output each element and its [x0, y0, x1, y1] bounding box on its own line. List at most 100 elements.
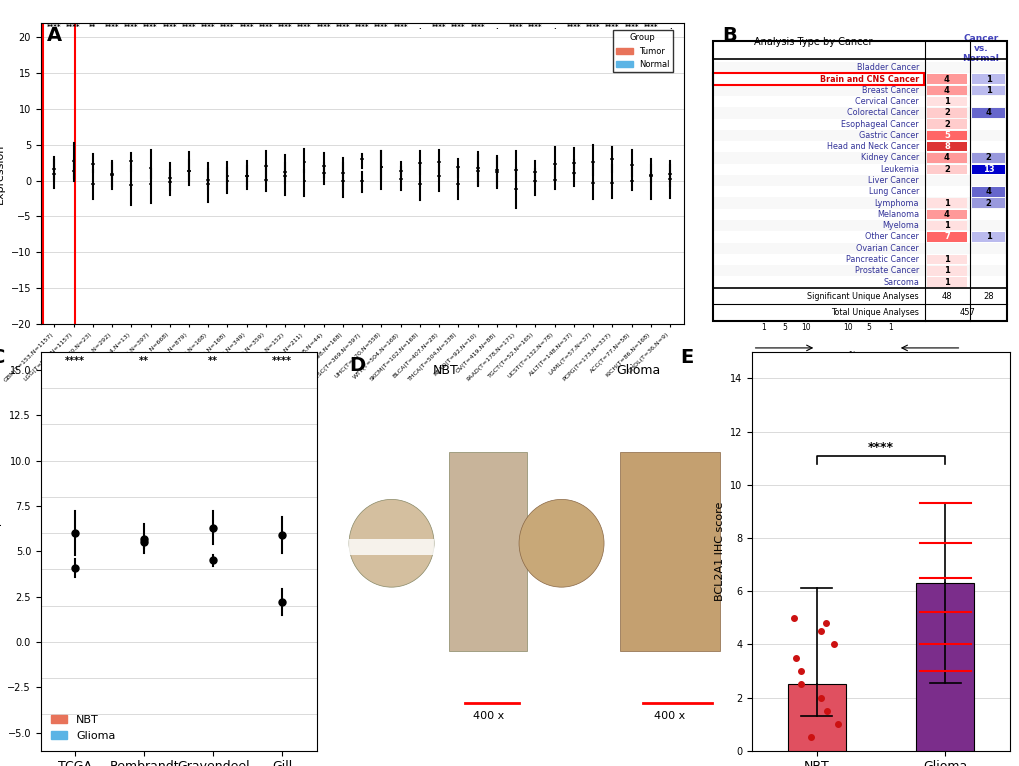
Bar [712, 129, 1006, 141]
Text: ****: **** [508, 25, 523, 30]
Text: 1: 1 [943, 198, 949, 208]
Text: Pancreatic Cancer: Pancreatic Cancer [845, 255, 918, 264]
Text: Glioma: Glioma [616, 364, 660, 377]
Text: Melanoma: Melanoma [876, 210, 918, 219]
Bar [925, 97, 966, 106]
Circle shape [519, 499, 603, 588]
Bar [815, 335, 837, 345]
Bar [712, 175, 1006, 186]
Bar [971, 74, 1005, 83]
Text: ****: **** [316, 25, 330, 30]
Text: ****: **** [297, 25, 312, 30]
Y-axis label: Expression: Expression [0, 143, 5, 204]
Text: **: ** [208, 356, 218, 366]
Text: .: . [668, 25, 671, 30]
Text: 1: 1 [984, 86, 990, 95]
Text: 4: 4 [943, 86, 949, 95]
Text: B: B [721, 26, 737, 45]
Text: ****: **** [450, 25, 466, 30]
Text: ****: **** [431, 25, 446, 30]
Bar [971, 232, 1005, 242]
Text: 4: 4 [943, 74, 949, 83]
Bar [925, 255, 966, 264]
Text: NBT: NBT [432, 364, 459, 377]
Bar [348, 539, 434, 555]
Text: Lymphoma: Lymphoma [873, 198, 918, 208]
Text: Cancer
vs.
Normal: Cancer vs. Normal [962, 34, 999, 64]
Text: ****: **** [259, 25, 273, 30]
Text: Liver Cancer: Liver Cancer [867, 176, 918, 185]
Text: Breast Cancer: Breast Cancer [861, 86, 918, 95]
Text: %: % [848, 351, 855, 360]
Text: 2: 2 [943, 165, 949, 174]
Bar [925, 277, 966, 286]
Text: 13: 13 [982, 165, 994, 174]
Bar [925, 232, 966, 242]
Text: 1: 1 [943, 277, 949, 286]
Text: ****: **** [66, 25, 81, 30]
Text: 4: 4 [984, 108, 990, 117]
Text: 400 x: 400 x [653, 711, 685, 721]
Text: 2: 2 [943, 119, 949, 129]
Bar [837, 335, 858, 345]
Text: 4: 4 [943, 210, 949, 219]
Text: 48: 48 [941, 292, 952, 300]
Bar [794, 335, 815, 345]
Text: **: ** [89, 25, 97, 30]
Text: .: . [495, 25, 498, 30]
Text: 8: 8 [943, 142, 949, 151]
Text: Brain and CNS Cancer: Brain and CNS Cancer [819, 74, 918, 83]
Bar [925, 142, 966, 152]
Text: ****: **** [470, 25, 484, 30]
Bar [712, 152, 1006, 164]
Bar [925, 119, 966, 129]
Text: 2: 2 [943, 108, 949, 117]
Text: ****: **** [201, 25, 215, 30]
Text: 4: 4 [943, 153, 949, 162]
Text: Bladder Cancer: Bladder Cancer [856, 64, 918, 72]
Text: ****: **** [278, 25, 292, 30]
Text: .: . [418, 25, 421, 30]
Text: ****: **** [867, 441, 893, 454]
Text: Other Cancer: Other Cancer [864, 232, 918, 241]
Bar [971, 86, 1005, 95]
Bar [712, 85, 1006, 96]
Text: 28: 28 [982, 292, 993, 300]
Text: ****: **** [124, 25, 139, 30]
Bar [925, 165, 966, 174]
Bar [712, 243, 1006, 254]
Bar [712, 107, 1006, 119]
Text: C: C [0, 348, 5, 367]
Bar [971, 108, 1005, 118]
Text: 10: 10 [843, 323, 852, 332]
Bar [787, 684, 845, 751]
Text: 5: 5 [943, 131, 949, 140]
Bar [971, 153, 1005, 162]
Bar [925, 108, 966, 118]
Text: Esophageal Cancer: Esophageal Cancer [841, 119, 918, 129]
Text: 1: 1 [984, 232, 990, 241]
Bar [971, 187, 1005, 197]
Text: ****: **** [272, 356, 292, 366]
Bar [971, 165, 1005, 174]
Bar [878, 335, 900, 345]
Y-axis label: BCL2A1 mRNA expression: BCL2A1 mRNA expression [0, 479, 2, 624]
Text: Cervical Cancer: Cervical Cancer [855, 97, 918, 106]
Text: 7: 7 [943, 232, 949, 241]
Text: ****: **** [355, 25, 369, 30]
Bar [925, 198, 966, 208]
Bar [925, 221, 966, 231]
Text: ****: **** [181, 25, 196, 30]
Text: ****: **** [585, 25, 600, 30]
Bar [712, 62, 1006, 74]
Text: **: ** [140, 356, 149, 366]
Text: Head and Neck Cancer: Head and Neck Cancer [826, 142, 918, 151]
Bar [925, 131, 966, 140]
Text: 1: 1 [943, 255, 949, 264]
Text: ****: **** [220, 25, 234, 30]
Text: Ovarian Cancer: Ovarian Cancer [856, 244, 918, 253]
Text: 1: 1 [984, 74, 990, 83]
Bar [752, 335, 773, 345]
Text: ****: **** [65, 356, 86, 366]
Text: Gastric Cancer: Gastric Cancer [859, 131, 918, 140]
